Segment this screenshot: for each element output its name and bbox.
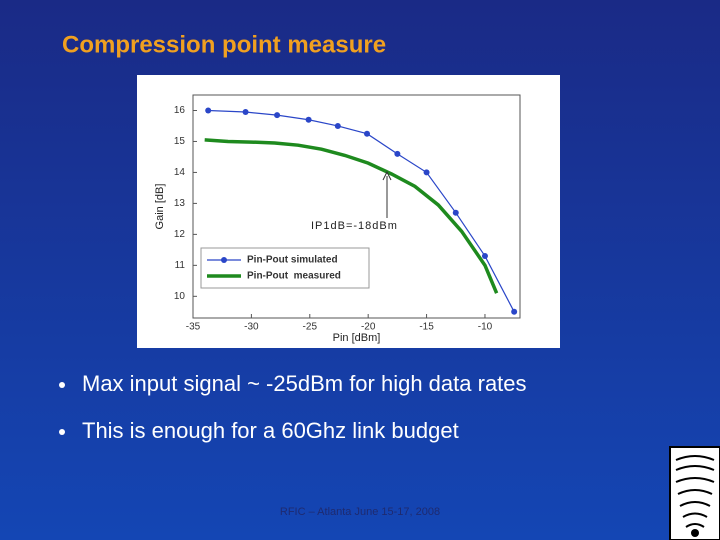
legend-box <box>200 247 370 289</box>
point <box>334 122 341 129</box>
x-axis-label: Pin [dBm] <box>333 332 381 344</box>
x-tick-label: -20 <box>361 322 376 333</box>
point <box>364 130 371 137</box>
y-tick-label: 12 <box>174 229 186 240</box>
bullet: Max input signal ~ -25dBm for high data … <box>82 371 527 396</box>
point <box>242 109 249 116</box>
point <box>205 107 212 114</box>
y-axis-label: Gain [dB] <box>154 184 166 230</box>
point <box>394 150 401 157</box>
x-tick-label: -25 <box>303 322 318 333</box>
x-tick-label: -30 <box>244 322 259 333</box>
point <box>481 253 488 260</box>
series-line <box>204 138 499 294</box>
y-tick-label: 14 <box>174 167 186 178</box>
y-tick-label: 11 <box>175 260 186 271</box>
chart: 10 11 12 13 14 15 16 -35 -30 -25 -20 -15 -10 Pin [dBm… <box>154 94 521 344</box>
point <box>452 209 459 216</box>
legend-label: Pin-Pout measured <box>247 271 341 282</box>
annotation: IP1dB=-18dBm <box>311 220 398 232</box>
bullet: This is enough for a 60Ghz link budget <box>82 418 459 443</box>
chart-image <box>137 75 560 348</box>
legend-marker <box>221 257 227 263</box>
y-tick-label: 16 <box>174 105 186 116</box>
logo <box>669 446 720 540</box>
footer: RFIC – Atlanta June 15-17, 2008 <box>280 506 440 518</box>
y-tick-label: 13 <box>174 198 186 209</box>
y-tick-label: 15 <box>174 136 186 147</box>
bullet-dot <box>59 429 65 435</box>
x-tick-label: -15 <box>419 322 434 333</box>
y-tick-label: 10 <box>174 291 186 302</box>
arrow-head <box>382 170 392 181</box>
x-tick-label: -35 <box>186 322 201 333</box>
point <box>305 116 312 123</box>
bullet-dot <box>59 382 65 388</box>
x-tick-label: -10 <box>478 322 493 333</box>
plot-frame <box>192 94 521 319</box>
legend-label: Pin-Pout simulated <box>247 255 338 266</box>
point <box>423 169 430 176</box>
slide-title: Compression point measure <box>62 31 386 58</box>
point <box>274 112 281 119</box>
point <box>511 308 518 315</box>
